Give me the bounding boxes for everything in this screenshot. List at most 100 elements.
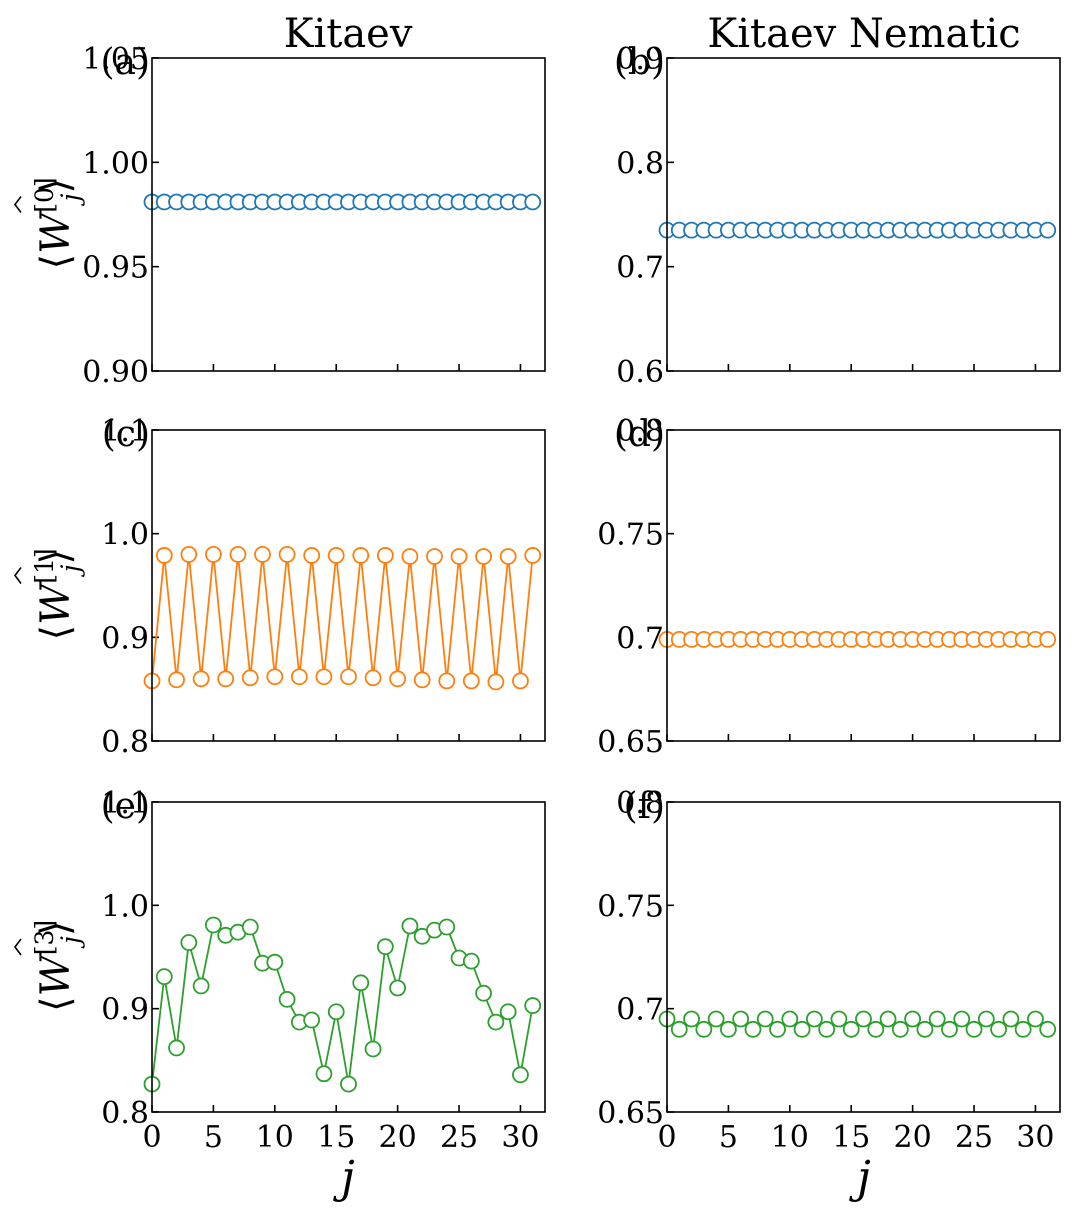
axes-frame [666,57,1061,372]
data-point [462,672,480,690]
y-axis-label-text: ⟨W[0]j⟩ [30,177,85,269]
x-tick-label: 5 [204,1120,223,1155]
x-tick-label: 10 [771,1120,809,1155]
panel-label: (a) [100,42,150,83]
data-point [229,546,247,563]
data-point [670,1020,688,1038]
data-point [192,670,210,688]
y-tick-label: 0.8 [101,1096,149,1131]
data-point [524,547,542,564]
y-tick-label: 0.6 [616,355,664,390]
data-point [916,1020,934,1038]
y-tick-label: 0.7 [616,621,664,656]
panel-c: 0.8 0.9 1.0 1.1(c) ⟨W[1]j⟩ [14,414,546,760]
data-point [438,918,456,936]
y-tick-label: 0.75 [597,518,664,553]
data-point [1014,1020,1032,1038]
data-point [867,1020,885,1038]
data-point [965,1020,983,1038]
data-point [168,1039,185,1057]
panel-a: 0.90 0.95 1.00 1.05(a) ⟨W[0]j⟩ [14,42,546,390]
data-point [327,1003,345,1021]
data-point [977,1010,995,1028]
x-tick-label: 30 [1016,1120,1054,1155]
data-point [352,974,370,992]
y-tick-label: 0.95 [82,251,149,286]
data-point [450,548,468,565]
data-point [155,547,173,564]
hat-accent [14,938,22,956]
data-point [205,546,222,563]
data-point [953,1010,971,1028]
data-point [364,1040,382,1058]
data-point [512,672,529,690]
y-axis-label: ⟨W[0]j⟩ [14,177,85,270]
y-tick-label: 0.7 [616,993,664,1028]
x-tick-label: 0 [657,1120,676,1155]
data-point [475,548,492,565]
y-tick-label: 0.8 [101,725,149,760]
data-point [266,668,284,686]
x-axis-label-right: j [848,1152,871,1203]
panel-label: (d) [614,414,665,455]
panel-f: 0.65 0.7 0.75 0.8 0 5 10 15 20 25 30 (f) [597,786,1061,1155]
data-point [781,1010,799,1028]
hat-accent [14,567,22,584]
data-point [327,547,345,564]
axes-frame [151,57,546,372]
data-point [990,1020,1007,1038]
data-point [192,977,210,995]
data-point [1027,1010,1044,1028]
series-line [151,554,534,682]
data-point [376,938,394,956]
data-point [805,1010,823,1028]
data-point [401,917,419,935]
y-tick-label: 0.8 [616,414,664,449]
y-tick-label: 1.05 [82,42,149,77]
data-point [155,968,173,986]
axes-frame [151,429,546,742]
data-point [241,669,259,687]
data-point [340,668,357,686]
data-point [413,671,431,689]
data-point [744,1020,762,1038]
y-tick-label: 1.1 [101,414,149,449]
data-point [524,997,542,1014]
data-point [278,546,296,563]
data-point [1002,1010,1020,1028]
data-point [217,670,235,688]
panel-e: 0.8 0.9 1.0 1.1 0 5 10 15 20 25 30 (e) ⟨W[3]j⟩ [14,786,546,1155]
x-axis-label-left: j [332,1152,355,1203]
data-point [241,918,259,936]
axes-frame [151,801,546,1113]
data-point [830,1010,848,1028]
y-tick-label: 0.7 [616,251,664,286]
x-tick-label: 30 [501,1120,539,1155]
data-point [168,671,185,689]
y-tick-label: 0.9 [101,993,149,1028]
data-point [1039,631,1057,648]
data-point [818,1020,836,1038]
panel-label: (f) [624,786,665,827]
data-point [1039,221,1057,239]
y-axis-label-text: ⟨W[3]j⟩ [30,920,85,1012]
column-title-kitaev: Kitaev [284,11,413,57]
y-tick-label: 1.0 [101,889,149,924]
data-point [891,1020,909,1038]
data-point [512,1066,529,1084]
data-point [941,1020,958,1038]
data-point [842,1020,860,1038]
data-point [756,1010,774,1028]
data-point [438,672,456,690]
data-point [389,670,407,688]
axes-frame [666,429,1061,742]
y-tick-label: 0.8 [616,786,664,821]
data-point [707,1010,725,1028]
y-axis-label: ⟨W[1]j⟩ [14,548,85,641]
data-point [695,1020,713,1038]
x-tick-label: 0 [142,1120,161,1155]
data-point [352,547,370,564]
data-point [290,668,308,686]
data-point [879,1010,897,1028]
